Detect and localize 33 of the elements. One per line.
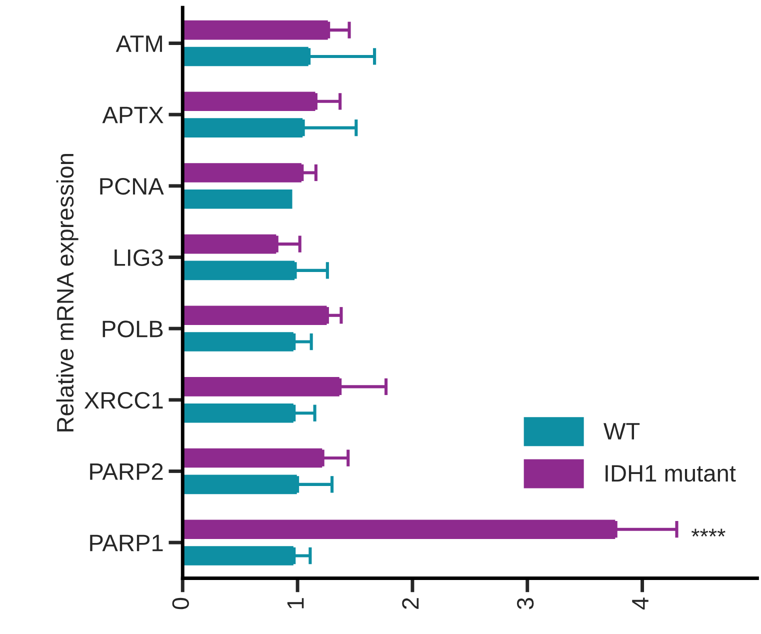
bar	[182, 19, 330, 42]
bar	[182, 45, 310, 68]
y-tick-label: PCNA	[100, 178, 164, 195]
x-tick-label: 0	[172, 598, 189, 610]
bar	[182, 376, 341, 398]
bar	[182, 330, 295, 353]
bar	[182, 116, 304, 139]
bar	[182, 446, 324, 470]
bar	[182, 402, 295, 424]
y-tick-label: APTX	[102, 106, 164, 124]
bar	[182, 233, 278, 256]
bar	[182, 162, 303, 184]
bar	[182, 304, 328, 326]
y-tick-label: POLB	[102, 320, 163, 338]
y-axis-title: Relative mRNA expression	[56, 154, 78, 432]
y-tick-label: XRCC1	[84, 392, 163, 409]
annotation: ****	[691, 528, 726, 537]
y-tick-label: PARP2	[90, 463, 163, 480]
legend-label: WT	[604, 423, 640, 440]
x-tick-label: 4	[632, 598, 648, 610]
bar	[182, 259, 296, 282]
x-tick-label: 3	[516, 598, 534, 610]
bar	[182, 518, 617, 540]
y-tick-label: PARP1	[90, 534, 163, 552]
x-tick-label: 1	[287, 598, 304, 608]
bar	[182, 544, 295, 567]
bar	[182, 90, 317, 112]
bar	[182, 188, 294, 210]
bar	[182, 473, 298, 496]
x-tick-label: 2	[402, 598, 419, 609]
y-tick-label: LIG3	[114, 249, 163, 266]
legend-label: IDH1 mutant	[606, 465, 736, 482]
y-tick-label: ATM	[116, 36, 162, 52]
